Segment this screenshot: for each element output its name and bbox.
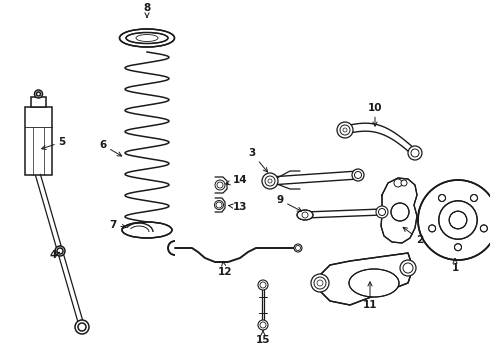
Circle shape bbox=[408, 146, 422, 160]
Circle shape bbox=[376, 206, 388, 218]
Circle shape bbox=[311, 274, 329, 292]
Circle shape bbox=[337, 122, 353, 138]
Circle shape bbox=[34, 90, 43, 98]
Text: 12: 12 bbox=[218, 262, 232, 277]
Text: 8: 8 bbox=[144, 3, 150, 17]
Text: 13: 13 bbox=[228, 202, 247, 212]
Circle shape bbox=[449, 211, 467, 229]
Ellipse shape bbox=[122, 222, 172, 238]
Text: 2: 2 bbox=[403, 227, 424, 245]
Circle shape bbox=[470, 194, 477, 202]
Circle shape bbox=[215, 201, 223, 210]
Circle shape bbox=[391, 203, 409, 221]
Circle shape bbox=[258, 320, 268, 330]
Text: 1: 1 bbox=[451, 259, 459, 273]
Circle shape bbox=[418, 180, 490, 260]
Circle shape bbox=[455, 244, 462, 251]
Circle shape bbox=[400, 260, 416, 276]
Circle shape bbox=[215, 180, 225, 190]
Ellipse shape bbox=[297, 210, 313, 220]
Circle shape bbox=[480, 225, 488, 232]
Ellipse shape bbox=[349, 269, 399, 297]
Circle shape bbox=[55, 246, 65, 256]
Ellipse shape bbox=[126, 32, 168, 44]
Text: 7: 7 bbox=[109, 220, 126, 230]
FancyBboxPatch shape bbox=[31, 97, 46, 107]
Text: 5: 5 bbox=[42, 137, 66, 149]
Text: 15: 15 bbox=[256, 331, 270, 345]
Circle shape bbox=[401, 180, 407, 186]
Circle shape bbox=[75, 320, 89, 334]
Polygon shape bbox=[381, 178, 417, 243]
Circle shape bbox=[262, 173, 278, 189]
Circle shape bbox=[429, 225, 436, 232]
Text: 6: 6 bbox=[99, 140, 122, 156]
Ellipse shape bbox=[120, 29, 174, 47]
Circle shape bbox=[439, 194, 445, 202]
Circle shape bbox=[394, 179, 402, 187]
Circle shape bbox=[352, 169, 364, 181]
Circle shape bbox=[294, 244, 302, 252]
FancyBboxPatch shape bbox=[25, 107, 52, 175]
Circle shape bbox=[258, 280, 268, 290]
Polygon shape bbox=[320, 253, 413, 305]
Text: 4: 4 bbox=[49, 250, 60, 260]
Text: 11: 11 bbox=[363, 282, 377, 310]
Text: 10: 10 bbox=[368, 103, 382, 126]
Text: 3: 3 bbox=[248, 148, 268, 172]
Text: 14: 14 bbox=[226, 175, 247, 185]
Text: 9: 9 bbox=[276, 195, 301, 211]
Circle shape bbox=[439, 201, 477, 239]
